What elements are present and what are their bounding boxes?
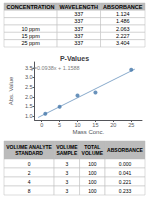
svg-text:15 ppm: 15 ppm — [21, 33, 40, 39]
svg-text:10: 10 — [74, 122, 80, 128]
svg-text:2: 2 — [28, 170, 31, 176]
svg-text:100: 100 — [88, 188, 97, 194]
svg-text:25: 25 — [128, 122, 134, 128]
svg-text:0: 0 — [40, 122, 43, 128]
svg-text:0.233: 0.233 — [119, 188, 132, 194]
svg-text:VOLUME: VOLUME — [82, 150, 104, 156]
svg-text:3: 3 — [65, 179, 68, 185]
svg-text:100: 100 — [88, 170, 97, 176]
svg-text:Abs. Value: Abs. Value — [8, 76, 14, 105]
svg-text:2.063: 2.063 — [116, 26, 130, 32]
svg-text:4: 4 — [28, 179, 31, 185]
svg-text:2.5: 2.5 — [25, 84, 33, 90]
svg-text:VOLUME ANALYTE: VOLUME ANALYTE — [6, 144, 52, 150]
svg-text:0.221: 0.221 — [119, 179, 132, 185]
svg-text:337: 337 — [74, 33, 83, 39]
svg-text:337: 337 — [74, 18, 83, 24]
svg-text:P-Values: P-Values — [60, 55, 89, 62]
svg-text:ABSORBANCE: ABSORBANCE — [103, 4, 143, 10]
svg-text:y=0.0938x + 1.1588: y=0.0938x + 1.1588 — [31, 65, 80, 71]
svg-text:337: 337 — [74, 26, 83, 32]
svg-text:3.5: 3.5 — [24, 64, 33, 71]
svg-text:TOTAL: TOTAL — [84, 144, 101, 150]
svg-text:5: 5 — [58, 122, 61, 128]
svg-text:Mass Conc.: Mass Conc. — [72, 129, 104, 135]
svg-text:ABSORBANCE: ABSORBANCE — [107, 147, 143, 153]
svg-text:20: 20 — [110, 122, 116, 128]
svg-text:10 ppm: 10 ppm — [21, 26, 40, 32]
svg-text:0.041: 0.041 — [119, 170, 132, 176]
svg-text:2.227: 2.227 — [116, 33, 130, 39]
svg-text:VOLUME: VOLUME — [56, 144, 78, 150]
svg-text:WAVELENGTH: WAVELENGTH — [60, 4, 98, 10]
svg-text:8: 8 — [28, 188, 31, 194]
svg-text:3: 3 — [65, 170, 68, 176]
svg-text:3: 3 — [65, 188, 68, 194]
svg-text:337: 337 — [74, 40, 83, 46]
svg-text:1.486: 1.486 — [116, 18, 130, 24]
svg-text:3.0: 3.0 — [25, 74, 33, 80]
svg-text:1.124: 1.124 — [116, 11, 130, 17]
svg-text:0: 0 — [28, 161, 31, 167]
svg-text:SAMPLE: SAMPLE — [56, 150, 78, 156]
svg-text:0.000: 0.000 — [119, 161, 132, 167]
svg-text:1.5: 1.5 — [25, 103, 33, 109]
svg-text:15: 15 — [92, 122, 98, 128]
svg-text:3: 3 — [65, 161, 68, 167]
svg-text:STANDARD: STANDARD — [15, 150, 43, 156]
svg-text:100: 100 — [88, 179, 97, 185]
svg-text:25 ppm: 25 ppm — [21, 40, 40, 46]
svg-text:3.404: 3.404 — [116, 40, 130, 46]
svg-text:100: 100 — [88, 161, 97, 167]
svg-text:1.0: 1.0 — [25, 113, 33, 119]
svg-text:2.0: 2.0 — [25, 94, 33, 100]
svg-text:337: 337 — [74, 11, 83, 17]
svg-text:CONCENTRATION: CONCENTRATION — [7, 4, 55, 10]
